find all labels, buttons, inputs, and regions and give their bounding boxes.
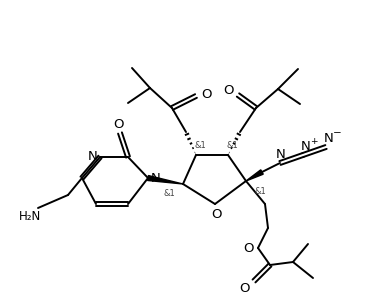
Text: H₂N: H₂N bbox=[19, 211, 41, 224]
Text: O: O bbox=[239, 282, 249, 295]
Text: O: O bbox=[202, 88, 212, 100]
Text: O: O bbox=[244, 242, 254, 255]
Text: O: O bbox=[223, 85, 233, 97]
Text: O: O bbox=[113, 118, 123, 130]
Polygon shape bbox=[148, 176, 183, 184]
Text: +: + bbox=[310, 137, 318, 146]
Text: −: − bbox=[332, 128, 341, 138]
Text: O: O bbox=[211, 208, 221, 220]
Polygon shape bbox=[246, 170, 263, 181]
Text: N: N bbox=[88, 151, 98, 164]
Text: N: N bbox=[151, 173, 161, 186]
Text: &1: &1 bbox=[226, 140, 238, 149]
Text: N: N bbox=[276, 148, 286, 160]
Text: N: N bbox=[301, 140, 311, 152]
Text: &1: &1 bbox=[194, 140, 206, 149]
Text: N: N bbox=[324, 132, 334, 145]
Text: &1: &1 bbox=[163, 189, 175, 198]
Text: &1: &1 bbox=[254, 187, 266, 195]
